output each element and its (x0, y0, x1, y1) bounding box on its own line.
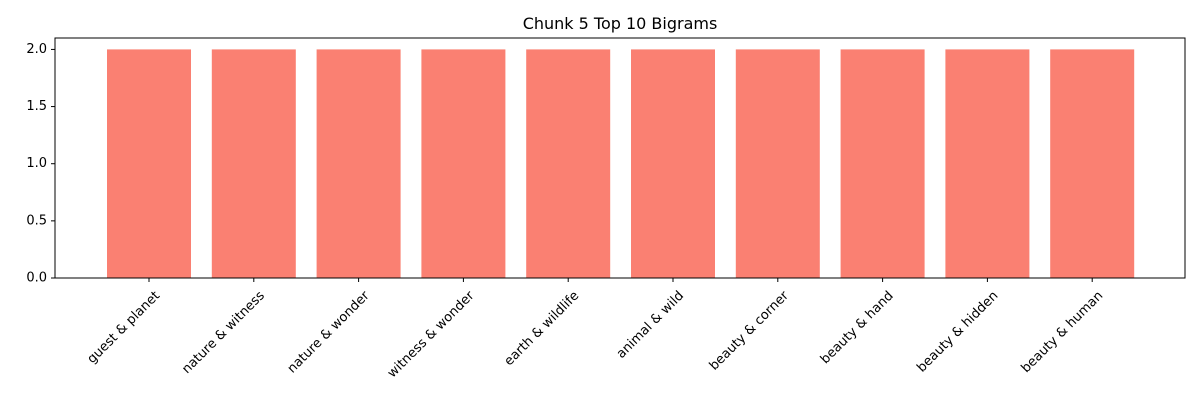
x-tick-label: beauty & human (1019, 288, 1107, 376)
bar (840, 49, 925, 279)
bar (1050, 49, 1135, 279)
x-tick-label: beauty & corner (707, 288, 793, 374)
x-tick-label: earth & wildlife (502, 288, 583, 369)
chart-title: Chunk 5 Top 10 Bigrams (523, 14, 718, 33)
x-tick-label: beauty & hand (818, 288, 897, 367)
x-axis: guest & planet nature & witness nature & w… (85, 278, 1107, 381)
x-tick-label: nature & wonder (285, 288, 373, 376)
x-tick-label: guest & planet (85, 288, 163, 366)
bar (211, 49, 296, 279)
x-tick-label: beauty & hidden (914, 288, 1001, 375)
x-tick-label: animal & wild (614, 288, 687, 361)
y-tick-label: 1.0 (26, 156, 47, 171)
bar (107, 49, 191, 279)
x-tick-label: nature & witness (179, 288, 268, 377)
y-axis: 0.0 0.5 1.0 1.5 2.0 (26, 42, 55, 286)
plot-frame (54, 37, 1186, 279)
y-tick-label: 0.5 (26, 213, 47, 228)
bar (735, 49, 820, 279)
x-tick-label: witness & wonder (385, 288, 478, 381)
bars (107, 49, 1135, 279)
bar (631, 49, 715, 279)
y-tick-label: 1.5 (26, 99, 47, 114)
y-tick-label: 2.0 (26, 42, 47, 57)
bar (421, 49, 506, 279)
y-tick-label: 0.0 (26, 271, 47, 286)
bar (526, 49, 611, 279)
bar (316, 49, 401, 279)
bar (945, 49, 1030, 279)
